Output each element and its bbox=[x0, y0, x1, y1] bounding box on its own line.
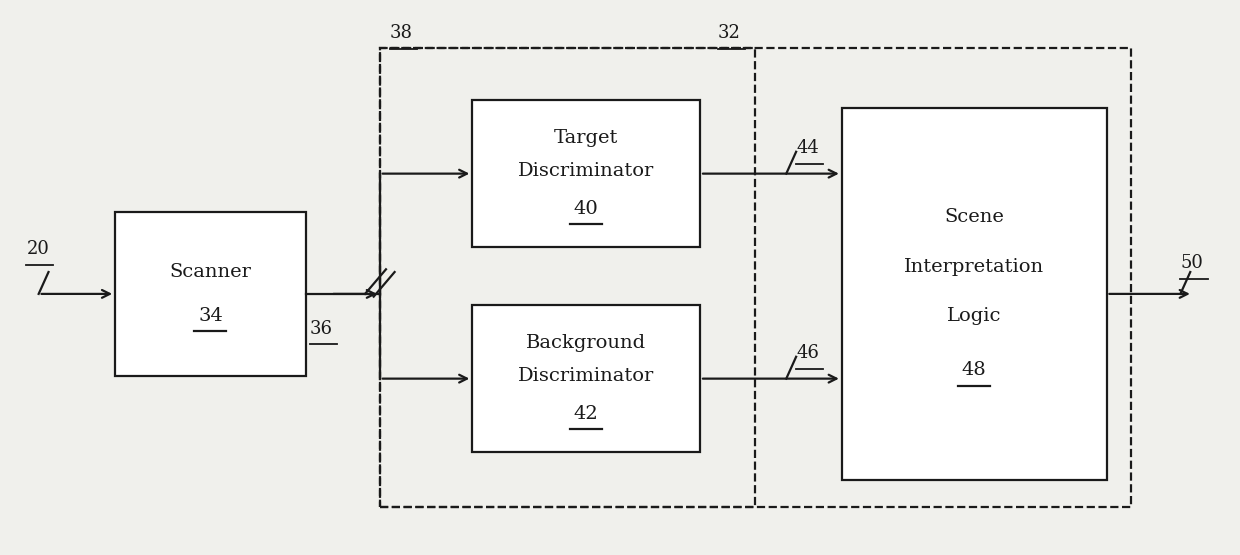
Text: 48: 48 bbox=[962, 361, 987, 380]
Text: 40: 40 bbox=[574, 200, 599, 218]
Bar bbox=[379, 48, 1131, 507]
Text: 20: 20 bbox=[26, 240, 50, 259]
Text: Logic: Logic bbox=[947, 307, 1002, 325]
Bar bbox=[842, 108, 1106, 480]
Text: 42: 42 bbox=[574, 405, 599, 423]
Text: Interpretation: Interpretation bbox=[904, 258, 1044, 276]
Bar bbox=[472, 305, 701, 452]
Text: Scanner: Scanner bbox=[170, 263, 252, 281]
Text: Discriminator: Discriminator bbox=[518, 367, 655, 385]
Text: Discriminator: Discriminator bbox=[518, 162, 655, 180]
Text: 36: 36 bbox=[310, 320, 332, 337]
Text: Target: Target bbox=[554, 129, 619, 147]
Text: 32: 32 bbox=[718, 24, 740, 42]
Text: 34: 34 bbox=[198, 307, 223, 325]
Bar bbox=[379, 48, 755, 507]
Bar bbox=[115, 212, 306, 376]
Text: 44: 44 bbox=[796, 139, 818, 157]
Text: 38: 38 bbox=[389, 24, 413, 42]
Text: Scene: Scene bbox=[944, 208, 1004, 226]
Text: Background: Background bbox=[526, 334, 646, 352]
Bar bbox=[472, 100, 701, 248]
Text: 46: 46 bbox=[796, 344, 818, 362]
Text: 50: 50 bbox=[1180, 254, 1203, 272]
